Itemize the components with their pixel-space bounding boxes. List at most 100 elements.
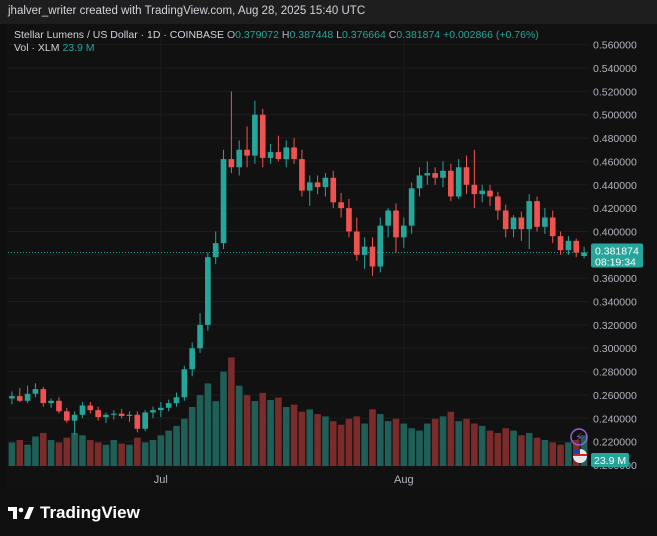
candle-body bbox=[346, 208, 352, 232]
volume-bar bbox=[251, 401, 259, 466]
volume-bar bbox=[32, 436, 39, 466]
candle-body bbox=[322, 177, 329, 188]
candle-body bbox=[299, 159, 305, 191]
volume-bar bbox=[518, 435, 525, 466]
volume-bar bbox=[8, 442, 16, 466]
volume-bar bbox=[149, 440, 157, 466]
price-chart[interactable]: 0.560000 0.540000 0.520000 0.500000 0.480000… bbox=[0, 0, 657, 488]
y-tick-label: 0.220000 bbox=[593, 437, 637, 449]
y-tick-label: 0.520000 bbox=[593, 86, 637, 98]
footer bbox=[0, 488, 657, 536]
candle-body bbox=[502, 210, 509, 230]
volume-bar bbox=[337, 424, 345, 466]
candle-body bbox=[87, 405, 94, 411]
volume-bar bbox=[102, 444, 110, 466]
volume-bar bbox=[94, 442, 102, 466]
chart-credit: jhalver_writer created with TradingView.… bbox=[8, 5, 366, 17]
volume-bar bbox=[471, 423, 478, 466]
candle-body bbox=[440, 170, 446, 178]
volume-bar bbox=[118, 443, 125, 466]
volume-bar bbox=[502, 428, 509, 466]
y-tick-label: 0.560000 bbox=[593, 40, 637, 52]
volume-bar bbox=[24, 444, 31, 466]
volume-bar bbox=[565, 442, 572, 466]
us-flag-canton bbox=[573, 449, 580, 454]
y-tick-label: 0.240000 bbox=[593, 413, 637, 425]
low-label: L bbox=[336, 29, 343, 41]
volume-bar bbox=[510, 430, 517, 466]
volume-bar bbox=[267, 399, 274, 466]
volume-bar bbox=[212, 401, 219, 466]
volume-bar bbox=[157, 435, 165, 466]
volume-bar bbox=[353, 416, 361, 466]
candle-body bbox=[424, 173, 431, 176]
candle-body bbox=[338, 202, 344, 209]
candle-body bbox=[573, 240, 580, 253]
close-label: C bbox=[388, 29, 397, 41]
candle-body bbox=[581, 252, 587, 257]
candle-body bbox=[479, 190, 486, 195]
y-tick-label: 0.420000 bbox=[593, 203, 637, 215]
volume-bar bbox=[541, 440, 549, 466]
price-tag-countdown: 08:19:34 bbox=[595, 257, 636, 269]
volume-bar bbox=[220, 371, 227, 466]
volume-bar bbox=[478, 425, 486, 466]
candle-body bbox=[134, 414, 141, 429]
volume-bar bbox=[392, 418, 400, 466]
candle-body bbox=[95, 410, 101, 418]
candle-body bbox=[16, 396, 23, 401]
candle-body bbox=[353, 231, 360, 255]
candle-body bbox=[565, 240, 572, 251]
volume-bar bbox=[79, 435, 86, 466]
volume-value: 23.9 M bbox=[62, 42, 95, 54]
volume-bar bbox=[134, 437, 141, 466]
x-tick-label: Aug bbox=[394, 474, 414, 486]
candle-body bbox=[416, 175, 423, 189]
volume-bar bbox=[204, 383, 212, 466]
candle-body bbox=[32, 389, 39, 394]
volume-bar bbox=[400, 423, 408, 466]
candle-body bbox=[63, 411, 70, 421]
volume-bar bbox=[196, 395, 204, 466]
candle-body bbox=[518, 217, 525, 230]
candle-body bbox=[526, 201, 533, 230]
volume-bar bbox=[47, 440, 55, 466]
volume-bar bbox=[533, 437, 541, 466]
y-tick-label: 0.260000 bbox=[593, 390, 637, 402]
candle-body bbox=[542, 217, 548, 227]
candle-body bbox=[252, 114, 258, 156]
candle-body bbox=[181, 369, 188, 398]
volume-legend: Vol · XLM 23.9 M bbox=[14, 42, 95, 54]
candle-body bbox=[205, 257, 211, 325]
candle-body bbox=[259, 114, 266, 158]
candle-body bbox=[385, 210, 391, 226]
chart-panel[interactable] bbox=[6, 24, 657, 488]
candle-body bbox=[400, 225, 407, 238]
change-value: +0.002866 (+0.76%) bbox=[443, 29, 539, 41]
candle-body bbox=[110, 413, 117, 415]
tradingview-brand: TradingView bbox=[8, 503, 140, 523]
y-tick-label: 0.400000 bbox=[593, 226, 637, 238]
volume-bar bbox=[39, 432, 47, 466]
candle-body bbox=[79, 405, 86, 415]
brand-name: TradingView bbox=[40, 503, 140, 522]
candle-body bbox=[48, 400, 54, 404]
volume-bar bbox=[165, 430, 172, 466]
y-tick-label: 0.360000 bbox=[593, 273, 637, 285]
volume-bar bbox=[431, 418, 439, 466]
y-tick-label: 0.340000 bbox=[593, 297, 637, 309]
candle-body bbox=[314, 182, 321, 188]
volume-bar bbox=[235, 385, 243, 466]
candle-body bbox=[393, 210, 399, 238]
candle-body bbox=[306, 182, 313, 191]
header-bar: jhalver_writer created with TradingView.… bbox=[0, 0, 657, 24]
volume-bar bbox=[306, 409, 314, 466]
y-tick-label: 0.480000 bbox=[593, 133, 637, 145]
volume-bar bbox=[228, 357, 235, 466]
candle-body bbox=[534, 201, 540, 227]
y-tick-label: 0.280000 bbox=[593, 367, 637, 379]
volume-bar bbox=[126, 444, 133, 466]
volume-bar bbox=[525, 432, 533, 466]
candle-body bbox=[165, 403, 172, 408]
candle-body bbox=[173, 397, 180, 404]
